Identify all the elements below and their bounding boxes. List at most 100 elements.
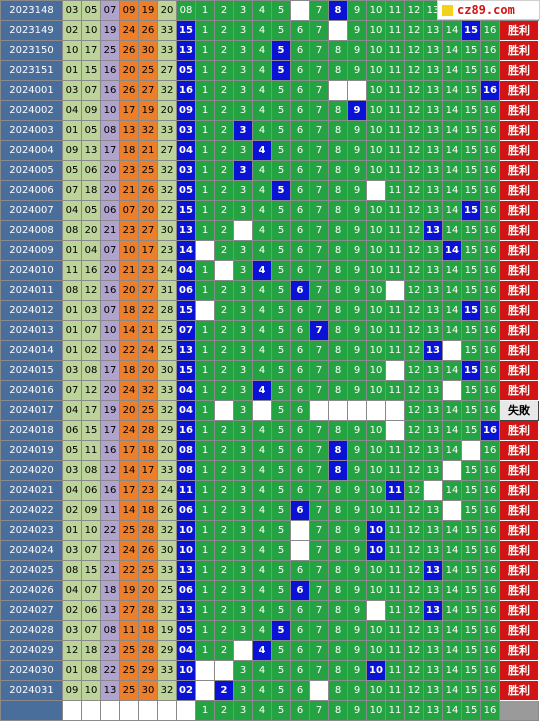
grid-header-cell: 3 <box>233 700 253 721</box>
grid-cell: 9 <box>347 620 367 641</box>
grid-blank-cell <box>290 520 310 541</box>
drawn-number: 26 <box>119 40 139 61</box>
grid-cell: 16 <box>480 220 500 241</box>
site-logo[interactable]: cz89.com <box>437 0 540 20</box>
grid-cell: 4 <box>252 180 272 201</box>
drawn-number: 03 <box>62 360 82 381</box>
grid-cell: 10 <box>366 60 386 81</box>
grid-cell: 6 <box>290 640 310 661</box>
table-row: 2024029 12 18 23 25 28 29 04 1 2 4 5 6 7 8 9 10 11 12 13 14 1… <box>0 640 539 661</box>
drawn-number: 07 <box>81 620 101 641</box>
drawn-number: 20 <box>138 580 158 601</box>
grid-cell: 10 <box>366 260 386 281</box>
grid-cell: 4 <box>252 340 272 361</box>
grid-cell: 2 <box>214 100 234 121</box>
drawn-number: 27 <box>157 140 177 161</box>
grid-cell: 12 <box>404 440 424 461</box>
grid-cell: 14 <box>442 420 462 441</box>
drawn-number: 11 <box>81 440 101 461</box>
grid-cell: 6 <box>290 300 310 321</box>
grid-cell: 7 <box>309 660 329 681</box>
logo-square-icon <box>442 4 453 16</box>
grid-cell: 16 <box>480 540 500 561</box>
sum-value: 06 <box>176 500 196 521</box>
result-win-badge: 胜利 <box>499 440 539 461</box>
grid-cell: 9 <box>347 200 367 221</box>
grid-cell: 1 <box>195 640 215 661</box>
drawn-number: 22 <box>138 300 158 321</box>
issue-number: 2024004 <box>0 140 63 161</box>
drawn-number: 28 <box>138 600 158 621</box>
grid-cell: 8 <box>328 620 348 641</box>
drawn-number: 26 <box>138 180 158 201</box>
grid-cell: 4 <box>252 620 272 641</box>
grid-cell: 1 <box>195 400 215 421</box>
grid-cell: 13 <box>423 540 443 561</box>
drawn-number: 04 <box>62 400 82 421</box>
drawn-number: 02 <box>62 500 82 521</box>
grid-cell: 7 <box>309 200 329 221</box>
table-row: 2024026 04 07 18 19 20 25 06 1 2 3 4 5 6 7 8 9 10 11 12 13 14… <box>0 580 539 601</box>
drawn-number: 15 <box>81 60 101 81</box>
grid-cell: 2 <box>214 60 234 81</box>
grid-cell: 5 <box>271 480 291 501</box>
grid-cell: 1 <box>195 140 215 161</box>
grid-cell: 12 <box>404 620 424 641</box>
drawn-number: 25 <box>138 160 158 181</box>
grid-cell: 16 <box>480 560 500 581</box>
result-win-badge: 胜利 <box>499 580 539 601</box>
grid-hit-cell: 13 <box>423 220 443 241</box>
grid-cell: 13 <box>423 20 443 41</box>
grid-cell: 2 <box>214 580 234 601</box>
drawn-number: 32 <box>157 600 177 621</box>
grid-cell: 9 <box>347 520 367 541</box>
drawn-number: 07 <box>81 580 101 601</box>
sum-value: 11 <box>176 480 196 501</box>
grid-cell: 14 <box>442 480 462 501</box>
grid-cell: 7 <box>309 500 329 521</box>
grid-cell: 12 <box>404 200 424 221</box>
grid-cell: 11 <box>385 600 405 621</box>
grid-cell: 15 <box>461 100 481 121</box>
grid-cell: 9 <box>347 40 367 61</box>
grid-cell: 16 <box>480 120 500 141</box>
grid-cell: 5 <box>271 580 291 601</box>
grid-cell: 11 <box>385 240 405 261</box>
grid-cell: 1 <box>195 180 215 201</box>
grid-cell: 16 <box>480 200 500 221</box>
grid-cell: 7 <box>309 380 329 401</box>
drawn-number: 09 <box>62 140 82 161</box>
grid-cell: 4 <box>252 680 272 701</box>
table-row: 2024005 05 06 20 23 25 32 03 1 2 3 4 5 6 7 8 9 10 11 12 13 14… <box>0 160 539 181</box>
grid-cell: 10 <box>366 240 386 261</box>
grid-cell: 6 <box>290 600 310 621</box>
grid-hit-cell: 10 <box>366 660 386 681</box>
grid-cell: 3 <box>233 560 253 581</box>
sum-value: 08 <box>176 0 196 21</box>
grid-cell: 10 <box>366 640 386 661</box>
grid-cell: 8 <box>328 680 348 701</box>
grid-cell: 4 <box>252 660 272 681</box>
sum-value: 09 <box>176 100 196 121</box>
grid-cell: 1 <box>195 580 215 601</box>
result-win-badge: 胜利 <box>499 520 539 541</box>
grid-cell: 16 <box>480 520 500 541</box>
drawn-number: 02 <box>62 20 82 41</box>
grid-cell: 15 <box>461 120 481 141</box>
grid-cell: 4 <box>252 240 272 261</box>
grid-cell: 12 <box>404 360 424 381</box>
table-row: 2024012 01 03 07 18 22 28 15 2 3 4 5 6 7 8 9 10 11 12 13 14 1… <box>0 300 539 321</box>
grid-cell: 7 <box>309 620 329 641</box>
drawn-number: 01 <box>62 60 82 81</box>
drawn-number: 30 <box>138 680 158 701</box>
grid-cell: 1 <box>195 620 215 641</box>
grid-cell: 1 <box>195 200 215 221</box>
grid-hit-cell: 5 <box>271 60 291 81</box>
grid-cell: 11 <box>385 680 405 701</box>
issue-number: 2023149 <box>0 20 63 41</box>
drawn-number: 20 <box>81 220 101 241</box>
grid-cell: 11 <box>385 380 405 401</box>
grid-blank-cell <box>195 300 215 321</box>
grid-cell: 9 <box>347 420 367 441</box>
grid-header-cell: 8 <box>328 700 348 721</box>
